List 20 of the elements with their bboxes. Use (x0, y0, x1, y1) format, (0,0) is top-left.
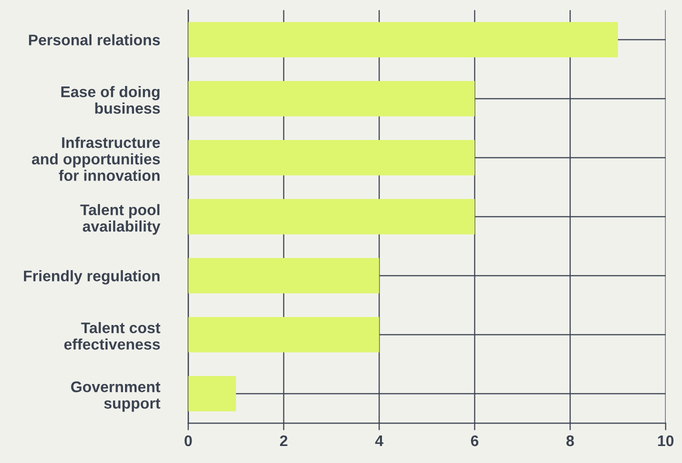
bar (188, 80, 475, 116)
x-tick-label: 4 (375, 436, 384, 446)
bar (188, 258, 380, 294)
y-tick-label: Friendly regulation (24, 270, 160, 284)
bar (188, 140, 475, 176)
y-tick-label: Personal relations (29, 34, 160, 46)
bar (188, 376, 236, 412)
y-tick-label: Talent pool availability (80, 204, 160, 235)
bar (188, 22, 618, 58)
x-tick-label: 8 (566, 435, 574, 446)
bar (188, 316, 380, 352)
x-tick-label: 2 (280, 435, 288, 446)
bar (188, 198, 475, 234)
y-tick-label: Government support (71, 381, 160, 412)
y-tick-label: Ease of doing business (61, 86, 160, 114)
x-tick-label: 6 (470, 435, 478, 446)
y-tick-label: Infrastructure and opportunities for innovation (32, 136, 160, 181)
x-tick-label: 10 (658, 435, 674, 446)
y-tick-label: Talent cost effectiveness (64, 322, 160, 350)
x-tick-label: 0 (184, 435, 192, 446)
